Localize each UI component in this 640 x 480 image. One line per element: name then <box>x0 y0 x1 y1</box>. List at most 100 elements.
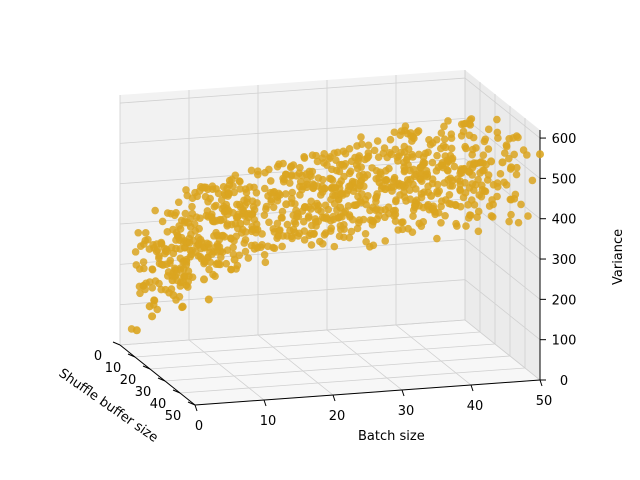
data-point <box>405 186 414 194</box>
data-point <box>314 217 323 226</box>
data-point <box>357 163 366 171</box>
x-tick-label: 30 <box>398 404 415 419</box>
data-point <box>459 193 468 202</box>
data-point <box>456 202 465 211</box>
data-point <box>197 255 206 263</box>
data-point <box>223 210 232 219</box>
data-point <box>298 171 307 180</box>
data-point <box>381 176 390 184</box>
data-point <box>181 209 190 218</box>
data-point <box>428 158 437 167</box>
data-point <box>155 252 163 260</box>
data-point <box>299 217 308 226</box>
grid-line-y <box>149 343 496 370</box>
y-axis-line <box>119 344 196 406</box>
data-point <box>185 238 194 247</box>
data-point <box>191 248 200 256</box>
data-point <box>432 135 441 144</box>
z-tick-label: 200 <box>552 293 577 308</box>
data-point <box>478 186 487 194</box>
data-point <box>173 231 182 240</box>
data-point <box>241 247 250 256</box>
data-point <box>209 270 217 279</box>
y-tick-mark <box>172 389 181 394</box>
data-point <box>414 127 423 135</box>
data-point <box>247 227 256 236</box>
data-point <box>165 288 173 297</box>
data-point <box>270 228 279 236</box>
data-point <box>195 187 204 195</box>
data-point <box>340 208 348 217</box>
data-point <box>231 220 240 228</box>
data-point <box>390 128 399 137</box>
data-point <box>217 216 225 225</box>
data-point <box>179 278 188 286</box>
data-point <box>210 202 219 211</box>
data-point <box>461 142 469 151</box>
data-point <box>134 228 143 237</box>
data-point <box>409 165 418 174</box>
data-point <box>441 211 449 220</box>
data-point <box>208 250 216 258</box>
data-point <box>250 245 259 253</box>
data-point <box>409 132 417 141</box>
data-point <box>357 133 365 141</box>
data-point <box>305 171 314 179</box>
data-point <box>240 196 248 205</box>
data-point <box>347 227 356 236</box>
data-point <box>340 225 348 233</box>
x-tick-label: 40 <box>467 399 484 414</box>
data-point <box>517 200 525 209</box>
data-point <box>182 258 191 266</box>
data-point <box>399 218 407 226</box>
data-point <box>148 265 157 273</box>
data-point <box>424 148 432 157</box>
data-point <box>233 200 241 209</box>
grid-line-z-back <box>119 117 466 144</box>
data-point <box>498 158 507 167</box>
data-point <box>368 164 376 172</box>
tick-labels: 0 10 20 30 40 5050403020100010020030040050060… <box>94 132 577 434</box>
data-point <box>359 182 368 191</box>
data-point <box>176 225 185 233</box>
data-point <box>494 134 502 142</box>
grid-line-x <box>188 339 265 401</box>
y-tick-mark <box>142 365 151 370</box>
data-point <box>507 210 515 219</box>
data-point <box>236 185 244 193</box>
data-point <box>261 168 269 177</box>
data-point <box>505 217 513 226</box>
y-tick-label: 40 <box>150 397 167 412</box>
data-point <box>496 170 505 178</box>
grid-line-x <box>326 329 403 391</box>
data-point <box>278 207 287 216</box>
data-point <box>320 231 329 239</box>
data-point <box>415 150 423 159</box>
data-point <box>323 161 331 169</box>
data-point <box>148 284 157 292</box>
data-point <box>483 176 492 184</box>
x-tick-mark <box>332 394 336 402</box>
data-point <box>341 159 350 168</box>
data-point <box>206 258 215 267</box>
data-point <box>336 161 344 169</box>
grid-line-z-side <box>464 319 541 381</box>
data-point <box>265 218 273 227</box>
data-point <box>459 127 468 136</box>
data-point <box>357 198 365 207</box>
data-point <box>364 152 373 161</box>
data-point <box>242 217 251 226</box>
data-point <box>510 150 519 159</box>
data-point <box>512 170 521 179</box>
data-point <box>299 182 307 191</box>
data-point <box>361 229 370 238</box>
data-point <box>230 188 238 197</box>
data-point <box>244 254 253 262</box>
data-point <box>292 171 301 180</box>
data-point <box>447 144 456 153</box>
data-point <box>300 236 309 244</box>
data-point <box>502 142 511 151</box>
data-point <box>279 159 287 168</box>
data-point <box>472 144 480 152</box>
